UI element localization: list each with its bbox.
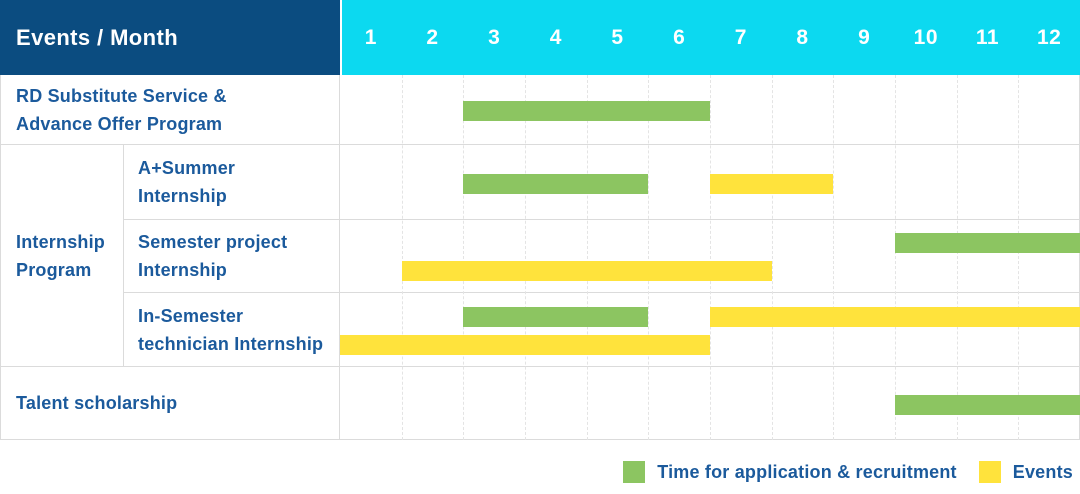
month-header-12: 12 <box>1036 25 1062 49</box>
month-header-row: 1 2 3 4 5 6 7 8 9 10 11 12 <box>340 0 1080 75</box>
row-label-semester-project-internship: Semester project Internship <box>124 220 340 293</box>
month-gridline <box>710 75 711 440</box>
row-band <box>340 220 1079 293</box>
row-label-a-plus-summer-internship: A+Summer Internship <box>124 145 340 220</box>
month-gridline <box>1018 75 1020 440</box>
month-gridline <box>648 75 650 440</box>
header-corner-label: Events / Month <box>16 24 179 50</box>
month-header-11: 11 <box>975 25 1000 49</box>
row-label-in-semester-technician-internship: In-Semester technician Internship <box>124 293 340 367</box>
month-gridline <box>895 75 896 440</box>
gantt-chart-area <box>340 75 1080 440</box>
month-gridline <box>463 75 465 440</box>
month-gridline <box>525 75 526 440</box>
legend-events-swatch <box>978 461 1001 483</box>
bar-in-semester-technician-internship-application <box>463 307 649 327</box>
month-header-5: 5 <box>611 25 624 49</box>
month-header-4: 4 <box>549 25 562 49</box>
month-gridline <box>956 75 958 440</box>
month-header-1: 1 <box>364 25 377 49</box>
row-band <box>340 75 1079 145</box>
month-header-3: 3 <box>488 25 501 49</box>
row-label-rd-substitute: RD Substitute Service & Advance Offer Pr… <box>0 75 340 145</box>
legend-application-label: Time for application & recruitment <box>657 461 957 482</box>
row-label-talent-scholarship: Talent scholarship <box>0 367 340 440</box>
bar-in-semester-technician-internship-event <box>710 307 1080 327</box>
month-gridline <box>771 75 773 440</box>
row-band <box>340 367 1079 440</box>
month-header-2: 2 <box>426 25 439 49</box>
legend-application-swatch <box>623 461 646 483</box>
month-gridline <box>586 75 588 440</box>
row-group-label-internship-program: Internship Program <box>0 145 124 367</box>
month-header-9: 9 <box>858 25 871 49</box>
month-header-8: 8 <box>796 25 809 49</box>
month-gridline <box>833 75 835 440</box>
month-header-10: 10 <box>913 25 938 49</box>
row-band <box>340 293 1079 367</box>
legend: Time for application & recruitment Event… <box>623 449 1073 494</box>
bar-talent-scholarship-application <box>895 395 1080 415</box>
legend-events-label: Events <box>1012 461 1073 482</box>
row-band <box>340 145 1079 220</box>
bar-a-summer-internship-application <box>463 174 649 194</box>
bar-semester-project-internship-event <box>401 261 772 281</box>
bar-semester-project-internship-application <box>895 233 1080 253</box>
bar-in-semester-technician-internship-event <box>340 335 710 355</box>
header-corner-cell: Events / Month <box>0 0 340 75</box>
month-header-6: 6 <box>673 25 686 49</box>
month-gridline <box>401 75 403 440</box>
bar-rd-substitute-service-advance-offer-program-application <box>463 101 710 121</box>
bar-a-summer-internship-event <box>710 174 834 194</box>
month-header-7: 7 <box>734 25 747 49</box>
